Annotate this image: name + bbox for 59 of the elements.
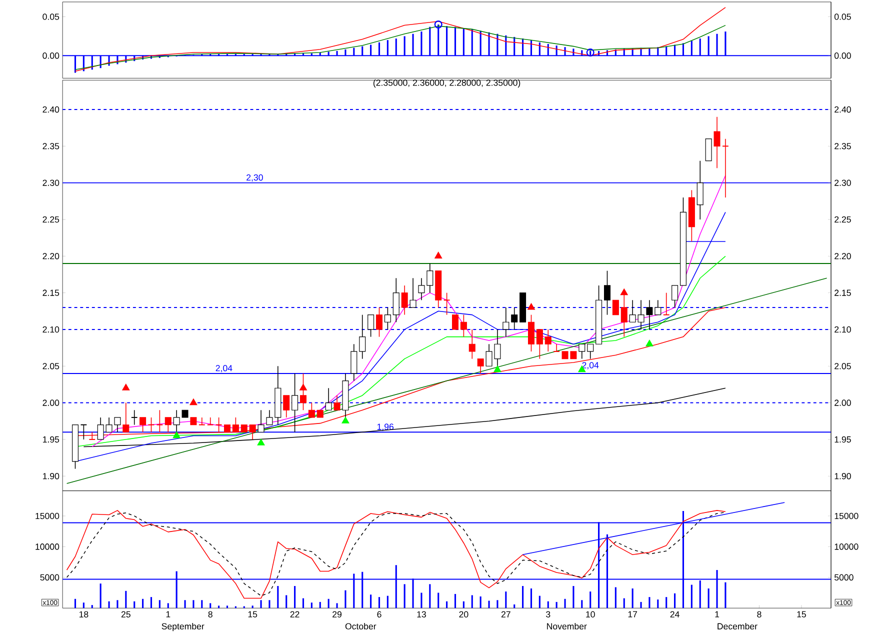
y2-tick-label: 2.05 (834, 362, 851, 370)
y2-tick-label: 2.10 (834, 326, 851, 332)
x-tick-label: 8 (757, 611, 762, 618)
x-tick-label: 24 (670, 611, 680, 618)
x-tick-label: 10 (586, 611, 595, 618)
y-tick-label: 2.00 (42, 399, 60, 406)
x-tick-label: 22 (290, 611, 300, 618)
y-tick-label: 1.95 (43, 436, 60, 442)
x-tick-label: 3 (546, 611, 550, 618)
y2-tick-label: 1.90 (834, 472, 851, 480)
x-tick-label: 20 (459, 611, 468, 618)
y-tick-label: 2.30 (42, 179, 60, 186)
y-tick-label: 2.40 (42, 106, 60, 112)
y-tick-label: 2.35 (42, 142, 60, 150)
x-tick-label: 15 (797, 611, 806, 618)
ref-line-label: 2,30 (246, 174, 263, 182)
y-tick-label: 1.90 (43, 472, 60, 480)
y2-tick-label: 0.05 (834, 13, 851, 20)
text: November (547, 622, 587, 630)
y2-tick-label: 5000 (834, 574, 854, 580)
y2-tick-label: 2.35 (834, 142, 851, 150)
text: October (345, 622, 376, 630)
y-tick-label: 2.15 (42, 289, 60, 296)
x-tick-label: 1 (715, 611, 720, 618)
y-tick-label: 2.20 (42, 252, 60, 260)
x-tick-label: 29 (332, 611, 342, 618)
y-tick-label: 5000 (40, 574, 60, 580)
ref-line-label: 2,04 (216, 364, 232, 372)
y2-tick-label: 2.30 (834, 179, 851, 186)
x-tick-label: 6 (377, 611, 382, 618)
y2-tick-label: 2.40 (834, 106, 851, 112)
x-tick-label: 15 (248, 611, 258, 618)
y2-tick-label: 2.25 (834, 216, 851, 222)
y-tick-label: 2.25 (42, 216, 60, 222)
y2-tick-label: 15000 (834, 512, 858, 519)
ref-line-label: 1,96 (377, 423, 394, 431)
y2-tick-label: 1.95 (834, 436, 851, 442)
x-tick-label: 8 (208, 611, 212, 618)
x-tick-label: 17 (628, 611, 638, 618)
y2-tick-label: 0.00 (834, 52, 851, 59)
text: September (162, 622, 204, 631)
y2-tick-label: 10000 (834, 543, 858, 550)
y-tick-label: 0.05 (42, 13, 60, 20)
y-tick-label: 15000 (36, 512, 60, 519)
y-tick-label: 2.10 (42, 326, 60, 332)
x-tick-label: 27 (501, 611, 510, 618)
x-tick-label: 18 (79, 611, 88, 618)
y-tick-label: 2.05 (42, 362, 60, 370)
x-tick-label: 13 (417, 611, 426, 618)
y-tick-label: 0.00 (42, 52, 60, 59)
chart-title: (2.35000, 2.36000, 2.28000, 2.35000) (373, 79, 520, 88)
x-tick-label: 1 (166, 611, 170, 618)
y-tick-label: 10000 (36, 543, 60, 550)
y2-tick-label: 2.20 (834, 252, 851, 260)
y2-tick-label: 2.15 (834, 289, 851, 296)
y2-tick-label: 2.00 (834, 399, 851, 406)
x-tick-label: 25 (121, 611, 130, 618)
annotation: 2,04 (582, 362, 599, 370)
text: December (718, 622, 758, 630)
